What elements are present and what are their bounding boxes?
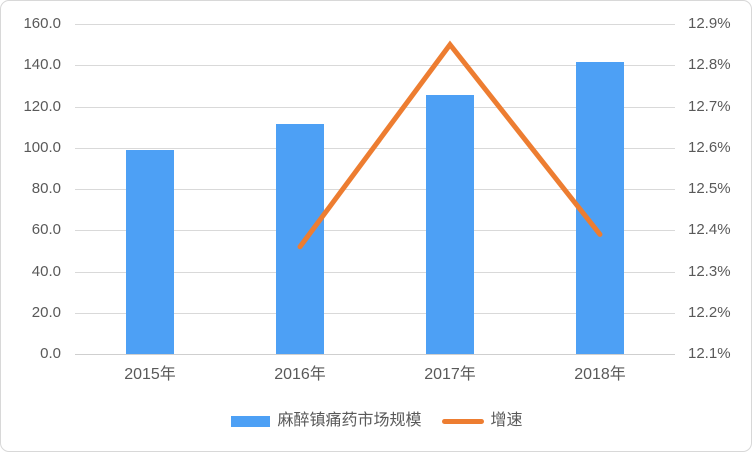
y-axis-right-tick-label: 12.5% <box>688 180 731 197</box>
y-axis-right-tick-label: 12.4% <box>688 221 731 239</box>
y-axis-left-tick-label: 20.0 <box>31 303 61 321</box>
y-axis-left-tick-label: 140.0 <box>23 56 61 74</box>
y-axis-right-tick-label: 12.6% <box>688 138 731 156</box>
gridline <box>75 189 675 190</box>
y-axis-left-tick-label: 120.0 <box>23 97 61 115</box>
y-axis-right-tick-label: 12.7% <box>688 97 731 115</box>
y-axis-right-tick-label: 12.9% <box>688 15 731 32</box>
bar-series-swatch-icon <box>231 415 271 427</box>
y-axis-left-tick-label: 60.0 <box>31 221 61 239</box>
bar-2017年 <box>426 94 474 354</box>
y-axis-right-tick-label: 12.2% <box>688 303 731 321</box>
y-axis-right-tick-label: 12.1% <box>688 345 731 362</box>
x-axis-label-2017年: 2017年 <box>424 366 476 383</box>
y-axis-right-tick-label: 12.3% <box>688 262 731 280</box>
x-axis-label-2018年: 2018年 <box>574 366 626 383</box>
growth-line <box>297 40 603 250</box>
y-axis-left-tick-label: 80.0 <box>31 180 61 197</box>
growth-line-layer <box>297 40 603 250</box>
y-axis-left-tick-label: 160.0 <box>23 15 61 32</box>
legend-item-market-size: 麻醉镇痛药市场规模 <box>231 411 422 431</box>
x-axis-line <box>75 354 675 355</box>
gridline <box>75 230 675 232</box>
bar-2015年 <box>126 150 174 354</box>
bar-2016年 <box>276 124 324 354</box>
y-axis-left-tick-label: 100.0 <box>23 138 61 156</box>
x-axis-label-2016年: 2016年 <box>274 366 326 383</box>
line-series-swatch-icon <box>441 418 484 424</box>
gridline <box>75 312 675 314</box>
y-axis-left-tick-label: 0.0 <box>40 345 61 362</box>
y-axis-left-tick-label: 40.0 <box>31 262 61 280</box>
legend: 麻醉镇痛药市场规模 增速 <box>1 409 751 433</box>
plot-area <box>75 24 675 355</box>
x-axis-label-2015年: 2015年 <box>124 366 176 383</box>
legend-label-growth: 增速 <box>490 412 523 429</box>
gridline <box>75 24 675 25</box>
gridline <box>75 271 675 273</box>
legend-item-growth: 增速 <box>441 411 523 431</box>
gridline <box>75 65 675 67</box>
y-axis-right-tick-label: 12.8% <box>688 56 731 74</box>
bar-2018年 <box>576 62 624 354</box>
gridline <box>75 106 675 108</box>
legend-label-market-size: 麻醉镇痛药市场规模 <box>277 412 422 429</box>
